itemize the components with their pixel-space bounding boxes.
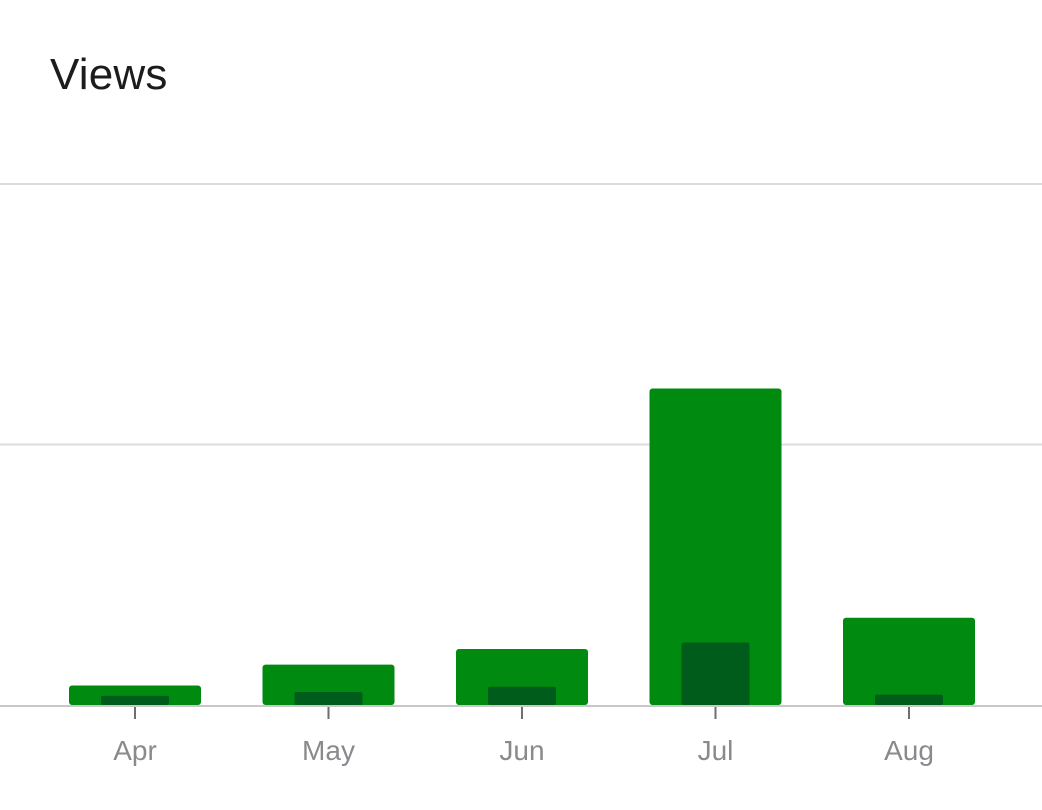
bar-jul-series-2[interactable] [681, 642, 750, 705]
x-tick-label-jul: Jul [698, 735, 734, 766]
bar-may-series-2[interactable] [294, 691, 363, 705]
bar-aug-series-2[interactable] [875, 694, 943, 705]
x-tick-label-jun: Jun [499, 735, 544, 766]
bar-jul-series-1[interactable] [649, 388, 782, 705]
bar-jun-series-2[interactable] [488, 686, 556, 705]
x-tick-label-may: May [302, 735, 355, 766]
x-axis: Apr May Jun Jul Aug [0, 705, 1042, 766]
x-tick-label-apr: Apr [113, 735, 157, 766]
bars [69, 388, 975, 705]
chart-title: Views [50, 50, 168, 99]
x-tick-label-aug: Aug [884, 735, 934, 766]
bar-aug-series-1[interactable] [843, 617, 975, 705]
bar-apr-series-2[interactable] [101, 695, 169, 705]
gridlines [0, 183, 1042, 446]
